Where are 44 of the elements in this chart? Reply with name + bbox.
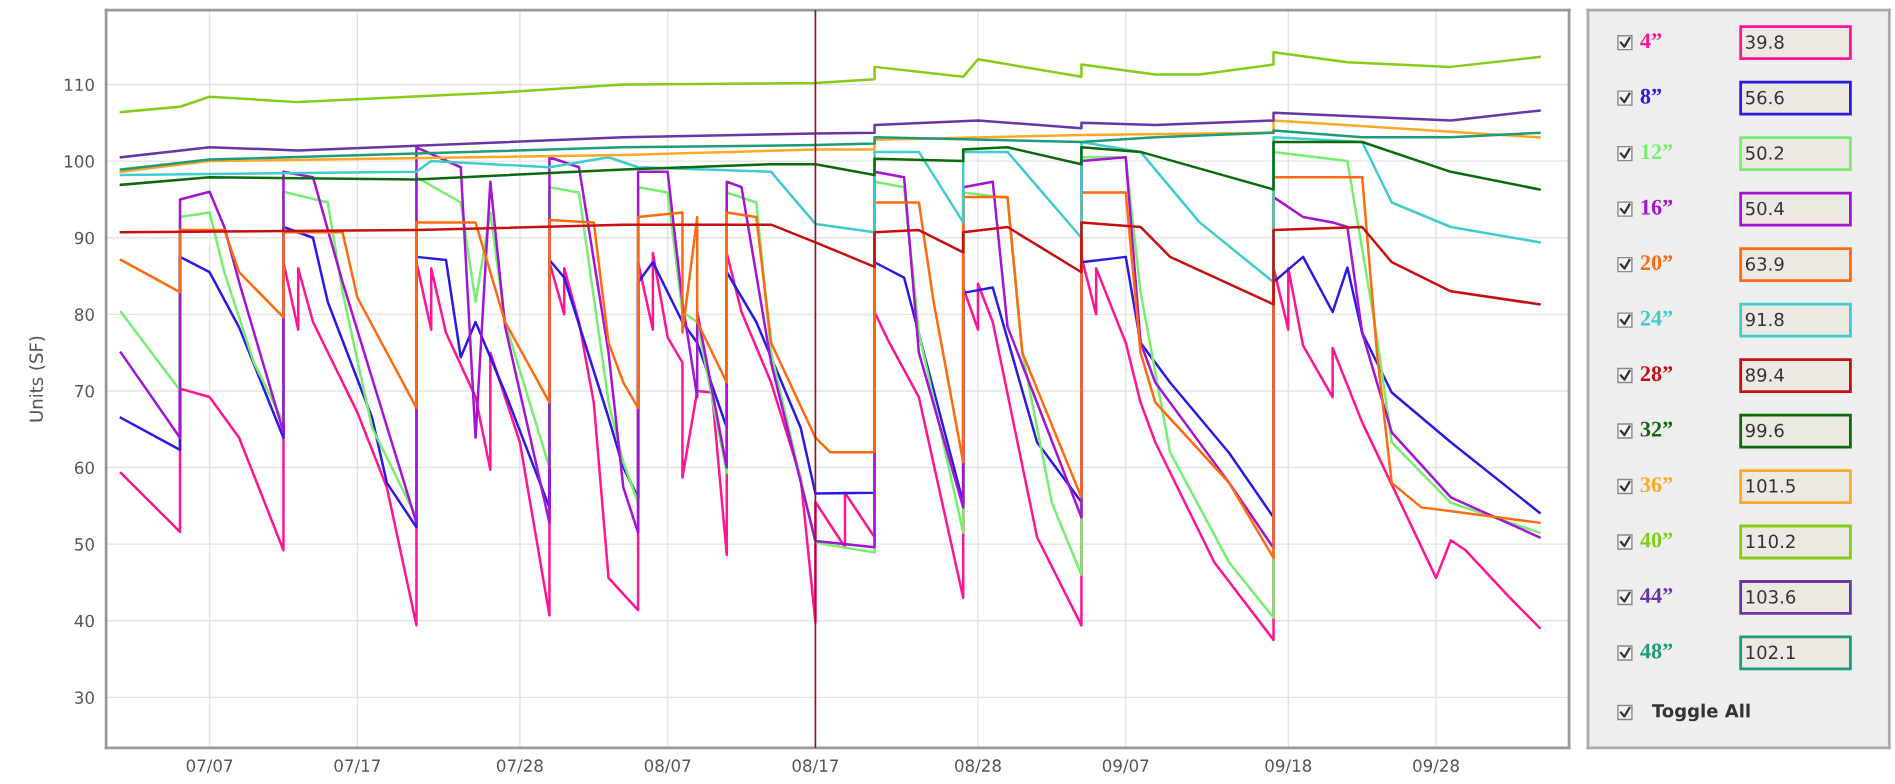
y-axis-title: Units (SF) — [29, 336, 46, 422]
x-tick-label: 07/28 — [496, 759, 543, 774]
y-tick-label: 30 — [75, 691, 94, 704]
text: 44” — [1640, 588, 1673, 603]
text: 48” — [1640, 643, 1673, 659]
text: 50.4 — [1746, 201, 1784, 216]
text: 99.6 — [1745, 423, 1784, 438]
text: 36” — [1640, 477, 1673, 493]
y-tick-label: 70 — [75, 384, 94, 398]
text: 4” — [1640, 33, 1662, 49]
x-tick-label: 09/18 — [1265, 759, 1312, 774]
text: 103.6 — [1746, 590, 1796, 604]
text: 20” — [1640, 255, 1673, 271]
text: 16” — [1641, 199, 1673, 215]
text: 50.2 — [1746, 146, 1784, 160]
text: 24” — [1640, 310, 1673, 326]
y-tick-label: 60 — [74, 461, 94, 475]
x-tick-label: 08/17 — [792, 759, 839, 774]
text: 8” — [1640, 88, 1662, 104]
x-tick-label: 08/07 — [644, 759, 691, 774]
text: Toggle All — [1651, 703, 1750, 722]
text: 89.4 — [1745, 368, 1784, 382]
y-tick-label: 110 — [65, 78, 94, 92]
y-tick-label: 90 — [74, 231, 94, 245]
text: 28” — [1640, 366, 1673, 382]
x-tick-label: 07/17 — [334, 759, 380, 774]
y-tick-label: 100 — [65, 155, 94, 168]
y-tick-label: 50 — [75, 538, 94, 551]
text: 32” — [1640, 421, 1673, 437]
text: 110.2 — [1746, 534, 1795, 549]
text: 56.6 — [1746, 90, 1784, 105]
y-tick-label: 40 — [74, 614, 94, 628]
text: 12” — [1641, 144, 1673, 159]
x-tick-label: 09/28 — [1413, 759, 1459, 774]
x-tick-label: 09/07 — [1102, 759, 1149, 774]
text: 39.8 — [1746, 35, 1784, 49]
x-tick-label: 08/28 — [955, 759, 1001, 774]
text: 91.8 — [1745, 312, 1784, 327]
text: 63.9 — [1745, 257, 1784, 271]
x-tick-label: 07/07 — [186, 759, 233, 774]
text: 40” — [1640, 532, 1673, 548]
text: 102.1 — [1746, 645, 1795, 660]
y-tick-label: 80 — [74, 308, 94, 321]
text: 101.5 — [1746, 479, 1795, 493]
